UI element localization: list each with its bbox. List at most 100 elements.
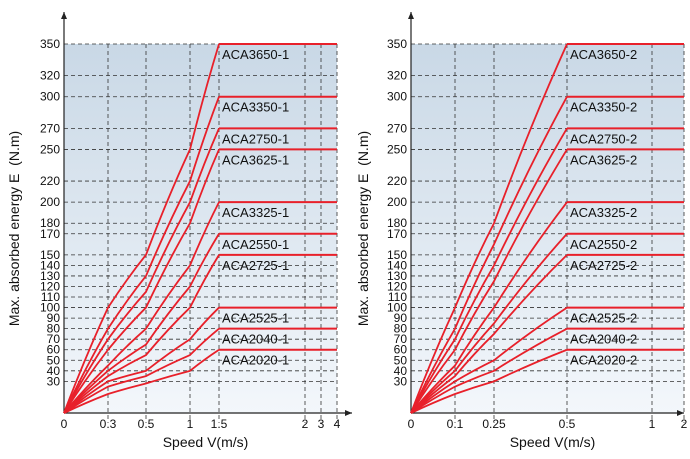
y-tick-label: 30	[47, 374, 61, 388]
series-label: ACA2020-1	[222, 353, 289, 368]
series-curve	[63, 96, 220, 414]
y-tick-label: 250	[387, 142, 407, 156]
y-tick-label: 40	[47, 364, 61, 378]
y-tick-label: 300	[387, 90, 407, 104]
series-label: ACA2725-1	[222, 258, 289, 273]
series-curve	[410, 96, 568, 414]
x-axis-title: Speed V(m/s)	[163, 434, 249, 450]
series-curve	[410, 127, 568, 414]
series-curve	[410, 233, 568, 414]
series-curve	[63, 43, 220, 414]
y-tick-label: 80	[47, 322, 61, 336]
y-tick-label: 90	[47, 311, 61, 325]
series-label: ACA3650-2	[570, 47, 637, 62]
y-axis-arrow-icon	[408, 12, 414, 19]
series-label: ACA3625-1	[222, 152, 289, 167]
series-curve	[410, 201, 568, 414]
series-curve	[410, 327, 568, 414]
y-tick-label: 50	[47, 353, 61, 367]
y-tick-label: 130	[387, 269, 407, 283]
series-label: ACA2525-2	[570, 311, 637, 326]
y-tick-label: 220	[40, 174, 60, 188]
series-curve	[63, 201, 220, 414]
y-tick-label: 220	[387, 174, 407, 188]
y-tick-label: 150	[40, 248, 60, 262]
y-tick-label: 350	[387, 37, 407, 51]
x-axis-title: Speed V(m/s)	[510, 434, 596, 450]
y-tick-label: 120	[40, 279, 60, 293]
y-tick-label: 90	[394, 311, 408, 325]
x-tick-label: 0.25	[482, 417, 506, 431]
y-tick-label: 110	[41, 290, 60, 304]
y-tick-label: 150	[387, 248, 407, 262]
x-axis-arrow-icon	[677, 410, 684, 416]
series-label: ACA3325-2	[570, 205, 637, 220]
y-tick-label: 80	[394, 322, 408, 336]
series-label: ACA2040-1	[222, 332, 289, 347]
x-tick-label: 2	[681, 417, 688, 431]
y-tick-label: 60	[394, 343, 408, 357]
y-tick-label: 60	[47, 343, 61, 357]
x-tick-label: 1	[649, 417, 656, 431]
y-tick-label: 300	[40, 90, 60, 104]
y-tick-label: 200	[40, 195, 60, 209]
y-axis-title: Max. absorbed energy E (N.m)	[355, 131, 371, 326]
series-curve	[63, 306, 220, 414]
x-tick-label: 0.3	[100, 417, 117, 431]
x-tick-label: 2	[302, 417, 309, 431]
y-tick-label: 320	[40, 69, 60, 83]
y-tick-label: 130	[40, 269, 60, 283]
series-curve	[63, 327, 220, 414]
y-tick-label: 350	[40, 37, 60, 51]
series-label: ACA2020-2	[570, 353, 637, 368]
y-tick-label: 100	[387, 301, 407, 315]
y-tick-label: 70	[47, 332, 61, 346]
y-tick-label: 270	[40, 121, 60, 135]
series-label: ACA3650-1	[222, 47, 289, 62]
series-curve	[410, 348, 568, 414]
y-tick-label: 250	[40, 142, 60, 156]
x-tick-label: 1.5	[211, 417, 228, 431]
x-tick-label: 1	[187, 417, 194, 431]
y-tick-label: 70	[394, 332, 408, 346]
series-curve	[410, 306, 568, 414]
series-curve	[63, 149, 220, 414]
series-label: ACA2525-1	[222, 311, 289, 326]
series-label: ACA2040-2	[570, 332, 637, 347]
series-curve	[63, 127, 220, 414]
y-axis-arrow-icon	[61, 12, 67, 19]
energy-chart-type-1: 3040506070809010011012013014015017018020…	[6, 12, 352, 450]
series-label: ACA2750-2	[570, 131, 637, 146]
series-curve	[410, 254, 568, 414]
series-curve	[63, 233, 220, 414]
y-tick-label: 120	[387, 279, 407, 293]
y-tick-label: 170	[40, 227, 60, 241]
y-axis-title: Max. absorbed energy E (N.m)	[6, 131, 22, 326]
y-tick-label: 180	[40, 216, 60, 230]
x-axis-arrow-icon	[345, 410, 352, 416]
series-label: ACA3325-1	[222, 205, 289, 220]
x-tick-label: 4	[334, 417, 341, 431]
y-tick-label: 50	[394, 353, 408, 367]
energy-chart-type-2: 3040506070809010011012013014015017018020…	[355, 12, 688, 450]
x-tick-label: 0	[408, 417, 415, 431]
y-tick-label: 200	[387, 195, 407, 209]
plot-background	[64, 44, 337, 413]
y-tick-label: 270	[387, 121, 407, 135]
y-tick-label: 110	[388, 290, 407, 304]
y-tick-label: 40	[394, 364, 408, 378]
y-tick-label: 180	[387, 216, 407, 230]
series-label: ACA2725-2	[570, 258, 637, 273]
y-tick-label: 140	[387, 258, 407, 272]
x-tick-label: 0.5	[559, 417, 576, 431]
series-label: ACA2750-1	[222, 131, 289, 146]
y-tick-label: 100	[40, 301, 60, 315]
series-label: ACA3350-1	[222, 100, 289, 115]
series-curve	[63, 254, 220, 414]
series-curve	[410, 43, 568, 414]
y-tick-label: 320	[387, 69, 407, 83]
x-tick-label: 0	[61, 417, 68, 431]
series-label: ACA2550-1	[222, 237, 289, 252]
x-tick-label: 3	[318, 417, 325, 431]
